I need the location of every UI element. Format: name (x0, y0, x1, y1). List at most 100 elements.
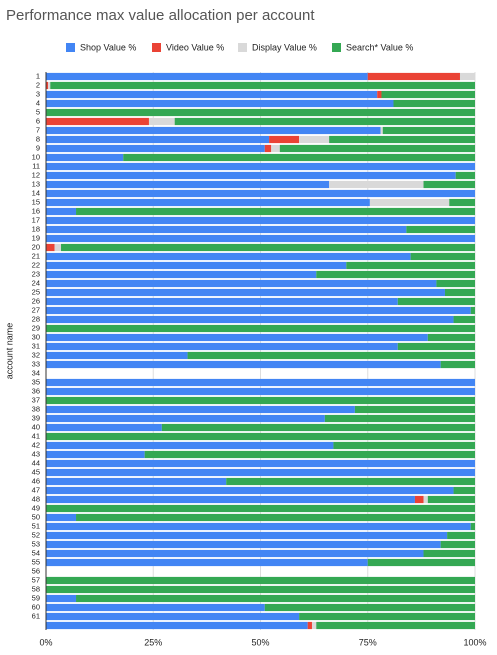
bar-segment (46, 153, 124, 162)
bar-segment (76, 207, 475, 216)
y-tick-label: 35 (32, 377, 40, 386)
y-tick-label: 1 (36, 71, 40, 80)
bar-segment (61, 243, 475, 252)
bar-segment (427, 495, 475, 504)
y-tick-label: 56 (32, 566, 40, 575)
y-tick-label: 27 (32, 305, 40, 314)
bar-segment (50, 81, 475, 90)
bar-segment (397, 342, 475, 351)
bar-segment (46, 459, 475, 468)
y-tick-label: 36 (32, 386, 40, 395)
bar-segment (423, 495, 428, 504)
bar-segment (46, 531, 448, 540)
bar-segment (46, 486, 454, 495)
bar-segment (46, 135, 270, 144)
bar-segment (46, 252, 411, 261)
bar-segment (453, 315, 475, 324)
y-tick-label: 11 (32, 161, 40, 170)
y-tick-label: 57 (32, 575, 40, 584)
bar-segment (46, 225, 407, 234)
y-tick-label: 2 (36, 80, 40, 89)
bar-segment (46, 126, 381, 135)
bar-segment (46, 99, 394, 108)
bar-segment (410, 252, 475, 261)
bar-segment (46, 558, 368, 567)
bar-segment (324, 414, 475, 423)
bar-segment (46, 306, 471, 315)
y-tick-label: 43 (32, 449, 40, 458)
bar-segment (46, 450, 145, 459)
bar-segment (46, 621, 308, 630)
y-tick-label: 21 (32, 251, 40, 260)
bar-segment (436, 279, 475, 288)
legend-label: Video Value % (166, 42, 224, 52)
y-tick-label: 50 (32, 512, 40, 521)
bar-segment (427, 333, 475, 342)
bar-segment (46, 342, 398, 351)
bar-segment (46, 234, 475, 243)
bar-segment (48, 81, 51, 90)
bar-segment (271, 144, 280, 153)
bar-segment (329, 135, 475, 144)
bar-segment (447, 531, 475, 540)
y-tick-label: 47 (32, 485, 40, 494)
y-tick-label: 4 (36, 98, 40, 107)
bar-segment (46, 360, 441, 369)
y-tick-label: 8 (36, 134, 40, 143)
y-tick-label: 28 (32, 314, 40, 323)
bar-segment (161, 423, 475, 432)
bar-segment (46, 81, 49, 90)
y-tick-label: 52 (32, 530, 40, 539)
bar-segment (46, 495, 415, 504)
y-tick-label: 12 (32, 170, 40, 179)
y-tick-label: 54 (32, 548, 40, 557)
bar-segment (46, 297, 398, 306)
legend-swatch (332, 43, 341, 52)
bar-segment (54, 243, 62, 252)
y-tick-label: 15 (32, 197, 40, 206)
bar-segment (393, 99, 475, 108)
y-tick-label: 48 (32, 494, 40, 503)
bar-segment (46, 549, 424, 558)
bar-segment (46, 477, 227, 486)
legend-label: Search* Value % (346, 42, 413, 52)
y-tick-label: 30 (32, 332, 40, 341)
y-tick-label: 53 (32, 539, 40, 548)
bar-segment (470, 522, 475, 531)
bar-segment (380, 126, 383, 135)
bar-segment (264, 603, 475, 612)
y-tick-label: 18 (32, 224, 40, 233)
y-tick-label: 44 (32, 458, 40, 467)
y-tick-label: 45 (32, 467, 40, 476)
bar-segment (46, 351, 188, 360)
bar-segment (46, 603, 265, 612)
bar-segment (46, 117, 149, 126)
bar-segment (46, 180, 330, 189)
bar-segment (346, 261, 475, 270)
bar-segment (46, 243, 55, 252)
bar-segment (46, 513, 77, 522)
bar-segment (187, 351, 475, 360)
bar-segment (329, 180, 424, 189)
bar-segment (46, 432, 475, 441)
bar-segment (397, 297, 475, 306)
bar-segment (453, 486, 475, 495)
bar-segment (46, 585, 475, 594)
bar-segment (367, 72, 460, 81)
bar-segment (76, 594, 475, 603)
y-tick-label: 23 (32, 269, 40, 278)
bar-segment (46, 171, 456, 180)
y-tick-label: 29 (32, 323, 40, 332)
bar-segment (377, 90, 382, 99)
y-tick-label: 41 (32, 431, 40, 440)
bar-segment (455, 171, 475, 180)
bar-segment (333, 441, 475, 450)
y-tick-label: 26 (32, 296, 40, 305)
bar-segment (440, 540, 475, 549)
y-tick-label: 6 (36, 116, 40, 125)
bar-segment (46, 270, 317, 279)
bar-segment (46, 414, 325, 423)
bar-segment (46, 594, 77, 603)
bar-segment (46, 441, 334, 450)
